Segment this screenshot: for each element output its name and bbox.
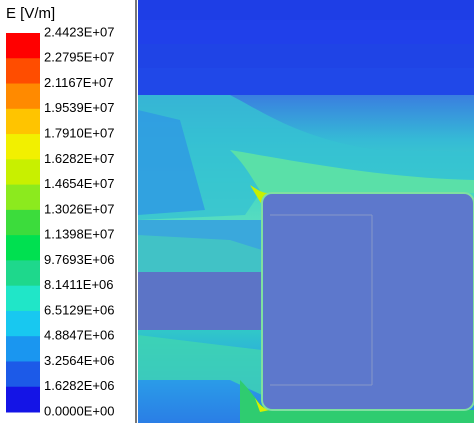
legend-swatch	[6, 361, 40, 388]
legend-title: E [V/m]	[6, 5, 55, 22]
legend-swatch	[6, 386, 40, 413]
legend-swatch	[6, 159, 40, 186]
legend-label: 8.1411E+06	[44, 277, 114, 292]
legend-label: 1.7910E+07	[44, 126, 114, 141]
legend-swatch	[6, 134, 40, 160]
legend-label: 0.0000E+00	[44, 403, 114, 418]
legend-swatch	[6, 108, 40, 135]
legend-label: 3.2564E+06	[44, 353, 114, 368]
legend-label: 1.3026E+07	[44, 201, 114, 216]
field-plot	[138, 0, 474, 423]
legend-label: 1.1398E+07	[44, 227, 114, 242]
legend-swatch	[6, 184, 40, 211]
legend-label: 1.6282E+06	[44, 378, 114, 393]
legend-swatch	[6, 285, 40, 312]
legend-label: 1.6282E+07	[44, 151, 114, 166]
legend-label: 6.5129E+06	[44, 302, 114, 317]
legend-swatch	[6, 235, 40, 261]
legend-label: 2.1167E+07	[44, 75, 114, 90]
legend-label: 4.8847E+06	[44, 328, 114, 343]
color-legend: 2.4423E+07 2.2795E+07 2.1167E+07 1.9539E+07…	[6, 24, 114, 418]
legend-label: 1.4654E+07	[44, 176, 114, 191]
legend-swatch	[6, 33, 40, 59]
legend-swatch	[6, 310, 40, 337]
legend-swatch	[6, 83, 40, 110]
legend-swatch	[6, 58, 40, 85]
legend-swatch	[6, 209, 40, 236]
legend-label: 9.7693E+06	[44, 252, 114, 267]
legend-label: 2.4423E+07	[44, 24, 114, 39]
legend-label: 1.9539E+07	[44, 100, 114, 115]
legend-swatch	[6, 260, 40, 287]
legend-label: 2.2795E+07	[44, 50, 114, 65]
legend-swatch	[6, 336, 40, 362]
